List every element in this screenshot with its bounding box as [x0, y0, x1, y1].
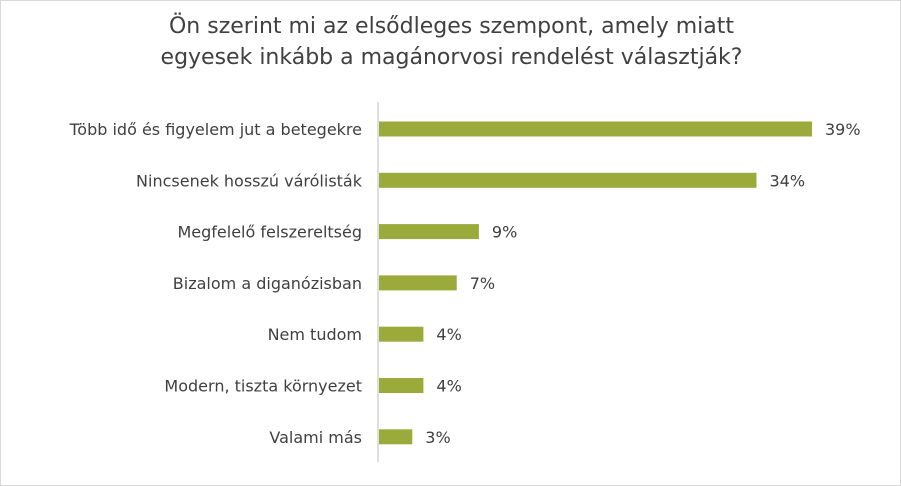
bar [379, 326, 424, 342]
value-label: 34% [769, 171, 805, 190]
category-label: Modern, tiszta környezet [164, 377, 362, 396]
category-label: Nem tudom [268, 325, 362, 344]
bar [379, 224, 479, 240]
bar [379, 429, 413, 445]
value-label: 3% [425, 428, 450, 447]
bar [379, 121, 812, 137]
category-label: Bizalom a diganózisban [173, 274, 362, 293]
value-label: 39% [825, 120, 861, 139]
category-label: Több idő és figyelem jut a betegekre [69, 120, 362, 139]
chart-title-line-1: Ön szerint mi az elsődleges szempont, am… [168, 14, 735, 39]
category-label: Nincsenek hosszú várólisták [136, 171, 363, 190]
value-label: 9% [492, 223, 517, 242]
bar [379, 275, 457, 291]
value-label: 4% [436, 377, 461, 396]
bars-layer: Több idő és figyelem jut a betegekre 39% N… [69, 120, 861, 447]
category-label: Megfelelő felszereltség [177, 223, 362, 242]
bar [379, 378, 424, 393]
value-label: 4% [436, 325, 461, 344]
category-label: Valami más [269, 428, 362, 447]
chart-title-line-2: egyesek inkább a magánorvosi rendelést v… [160, 45, 743, 70]
chart-title: Ön szerint mi az elsődleges szempont, am… [1, 11, 901, 73]
value-label: 7% [470, 274, 495, 293]
bar [379, 172, 757, 188]
